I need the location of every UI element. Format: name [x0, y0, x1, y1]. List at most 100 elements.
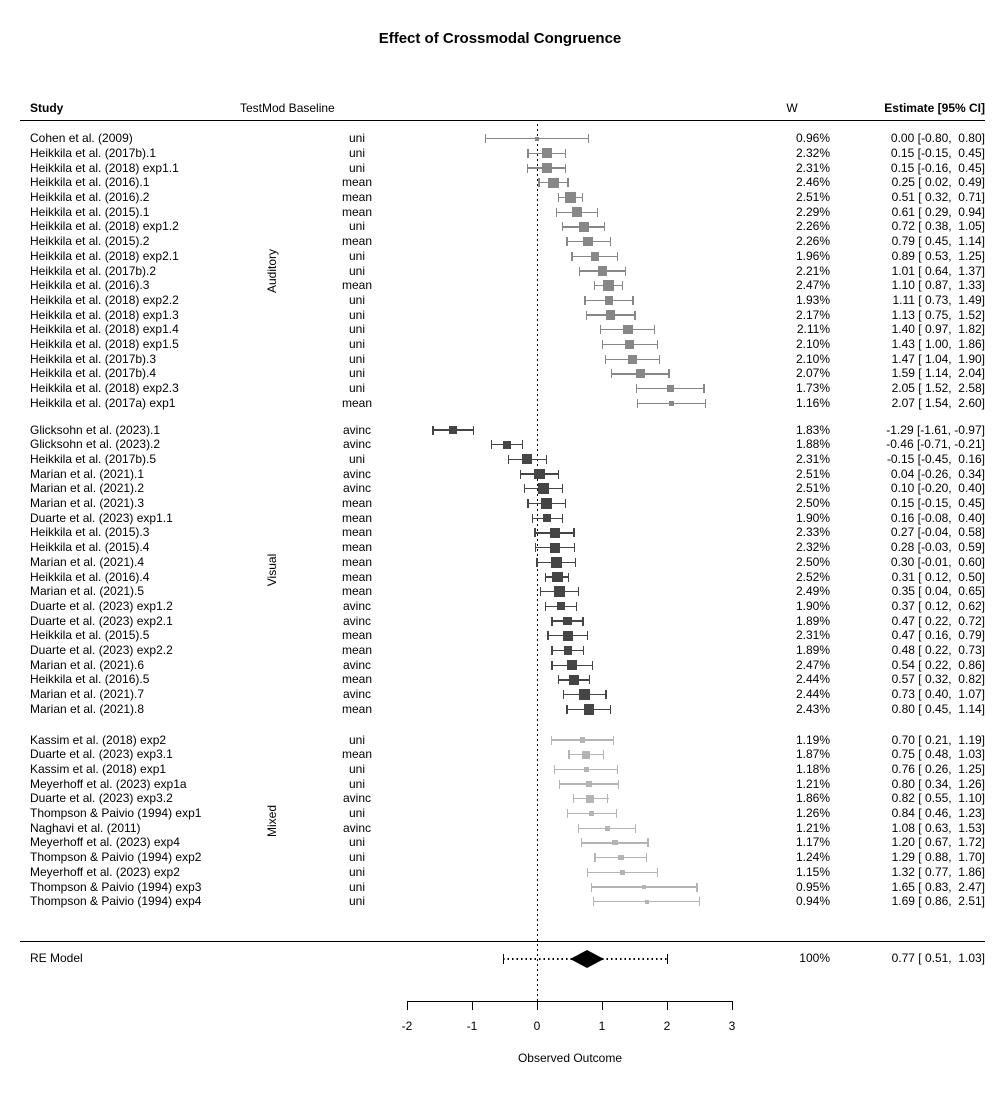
study-label: Heikkila et al. (2018) exp2.1 [30, 248, 179, 263]
ci-cap-left [544, 572, 547, 582]
baseline-value: uni [348, 263, 365, 278]
ci-cap-right [607, 794, 609, 804]
ci-cap-left [534, 528, 536, 538]
x-axis-tick-label: 1 [598, 1019, 606, 1033]
estimate-value: 0.15 [-0.15, 0.45] [890, 496, 985, 510]
weight-value: 1.83% [795, 422, 830, 437]
effect-square [578, 222, 589, 232]
estimate-value: 0.51 [ 0.32, 0.71] [891, 190, 985, 204]
estimate-value: 0.00 [-0.80, 0.80] [890, 131, 985, 146]
study-label: Heikkila et al. (2016).1 [30, 175, 150, 190]
effect-square [586, 794, 595, 803]
study-label: Heikkila et al. (2016).3 [30, 278, 150, 293]
ci-cap-left [572, 794, 575, 804]
weight-value: 1.17% [795, 835, 830, 850]
effect-square [551, 556, 562, 568]
baseline-value: uni [348, 850, 365, 865]
weight-value: 1.73% [795, 381, 830, 396]
baseline-value: avinc [342, 820, 371, 835]
baseline-value: mean [341, 510, 373, 525]
study-label: Heikkila et al. (2017b).4 [30, 366, 157, 381]
effect-square [554, 586, 566, 598]
weight-value: 1.89% [795, 643, 830, 657]
x-axis-tick [667, 1001, 668, 1010]
estimate-value: 1.65 [ 0.83, 2.47] [891, 879, 985, 894]
ci-cap-left [611, 369, 613, 379]
estimate-value: 1.32 [ 0.77, 1.86] [891, 864, 985, 879]
column-header-testmod-baseline: TestMod Baseline [240, 101, 335, 115]
weight-value: 1.16% [795, 395, 830, 410]
ci-cap-left [547, 631, 549, 641]
effect-square [590, 252, 600, 261]
ci-cap-right [612, 735, 615, 745]
ci-cap-left [590, 882, 593, 892]
weight-value: 1.15% [795, 864, 830, 879]
estimate-value: -0.46 [-0.71, -0.21] [886, 437, 985, 452]
summary-label: RE Model [30, 951, 83, 965]
ci-cap-right [696, 882, 698, 892]
study-label: Marian et al. (2021).4 [30, 554, 145, 569]
effect-square [604, 825, 610, 831]
x-axis-tick-label: -1 [466, 1019, 478, 1033]
ci-cap-right [668, 369, 670, 379]
ci-cap-right [632, 295, 634, 305]
effect-square [564, 646, 573, 655]
baseline-value: uni [348, 219, 365, 234]
ci-cap-left [566, 704, 568, 714]
ci-cap-right [616, 251, 619, 261]
ci-cap-left [527, 499, 529, 508]
baseline-value: uni [348, 292, 365, 307]
ci-cap-left [571, 251, 573, 261]
study-label: Heikkila et al. (2017b).1 [30, 145, 157, 160]
ci-cap-left [584, 295, 586, 305]
ci-cap-left [566, 809, 569, 818]
estimate-value: 0.80 [ 0.45, 1.14] [891, 701, 985, 716]
study-label: Duarte et al. (2023) exp2.2 [30, 643, 173, 657]
ci-cap-left [592, 897, 595, 907]
effect-square [625, 339, 635, 349]
estimate-value: 0.37 [ 0.12, 0.62] [891, 598, 985, 613]
effect-square [628, 354, 638, 364]
study-label: Marian et al. (2021).2 [30, 481, 145, 496]
weight-value: 2.33% [795, 525, 830, 540]
weight-value: 2.29% [795, 204, 830, 219]
ci-cap-right [574, 557, 576, 567]
baseline-value: uni [348, 131, 365, 146]
effect-square [449, 426, 458, 434]
study-label: Heikkila et al. (2018) exp1.5 [30, 337, 179, 351]
estimate-value: 1.10 [ 0.87, 1.33] [891, 278, 985, 293]
ci-cap-left [551, 616, 553, 626]
baseline-value: uni [348, 307, 365, 322]
study-label: Heikkila et al. (2015).1 [30, 204, 150, 219]
effect-square [543, 514, 552, 523]
study-label: Duarte et al. (2023) exp1.2 [30, 598, 173, 613]
effect-square [583, 766, 589, 772]
x-axis-tick [472, 1001, 473, 1010]
weight-value: 2.50% [795, 496, 830, 510]
weight-value: 2.32% [795, 540, 830, 555]
weight-value: 2.46% [795, 175, 830, 190]
weight-value: 1.90% [795, 598, 830, 613]
weight-value: 2.10% [795, 337, 830, 351]
baseline-value: mean [341, 234, 373, 249]
ci-cap-right [704, 398, 706, 408]
study-label: Heikkila et al. (2016).2 [30, 190, 150, 204]
weight-value: 0.94% [795, 894, 830, 909]
effect-square [597, 266, 608, 276]
ci-cap-left [507, 454, 510, 464]
ci-cap-left [568, 750, 570, 760]
ci-cap-right [564, 148, 567, 158]
study-label: Thompson & Paivio (1994) exp2 [30, 850, 202, 865]
estimate-value: 0.31 [ 0.12, 0.50] [891, 569, 985, 584]
baseline-value: mean [341, 175, 373, 190]
effect-square [583, 704, 595, 715]
ci-cap-right [634, 310, 636, 320]
estimate-value: -1.29 [-1.61, -0.97] [886, 422, 985, 437]
effect-square [581, 750, 590, 759]
ci-cap-left [600, 325, 602, 335]
ci-cap-left [432, 425, 434, 435]
weight-value: 0.96% [795, 131, 830, 146]
estimate-value: 0.35 [ 0.04, 0.65] [891, 584, 985, 599]
estimate-value: 0.70 [ 0.21, 1.19] [891, 732, 985, 747]
